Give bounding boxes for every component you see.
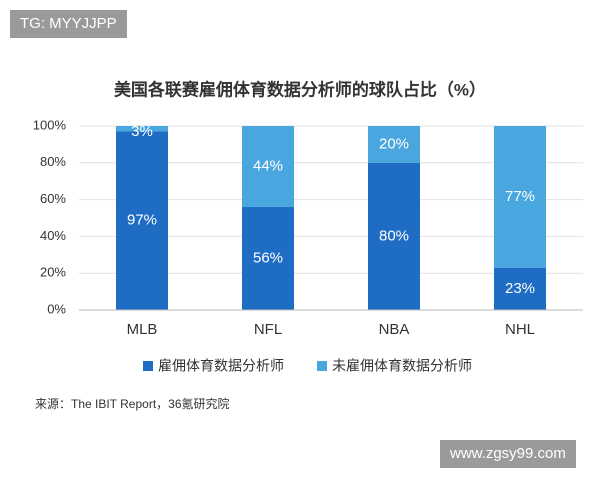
bar-segment [368,126,420,163]
x-tick-label: NBA [379,321,410,338]
bar-segment [242,206,294,310]
legend-swatch [317,361,327,371]
value-label: 20% [379,135,409,152]
value-label: 23% [505,280,535,297]
value-label: 97% [127,212,157,229]
bar-segment [116,131,168,310]
x-tick-label: NFL [254,321,282,338]
x-tick-label: NHL [505,321,535,338]
legend-label: 雇佣体育数据分析师 [158,358,284,374]
y-tick-label: 0% [47,301,66,316]
bar-segment [368,162,420,310]
value-label: 56% [253,249,283,266]
y-tick-label: 20% [40,265,66,280]
bar-segment [242,126,294,207]
y-tick-label: 100% [33,117,67,132]
bar-segment [494,126,546,268]
site-badge: www.zgsy99.com [440,440,576,468]
badge: TG: MYYJJPP [10,10,127,38]
bar-segment [116,126,168,132]
legend-label: 未雇佣体育数据分析师 [332,358,472,374]
y-tick-label: 40% [40,228,66,243]
bar-segment [494,267,546,310]
value-label: 3% [131,123,153,140]
legend-swatch [143,361,153,371]
value-label: 44% [253,157,283,174]
source: 来源：The IBIT Report，36氪研究院 [35,396,230,411]
x-tick-label: MLB [127,321,158,338]
chart-title: 美国各联赛雇佣体育数据分析师的球队占比（%） [114,79,486,99]
y-tick-label: 80% [40,154,66,169]
value-label: 77% [505,188,535,205]
value-label: 80% [379,227,409,244]
y-tick-label: 60% [40,191,66,206]
